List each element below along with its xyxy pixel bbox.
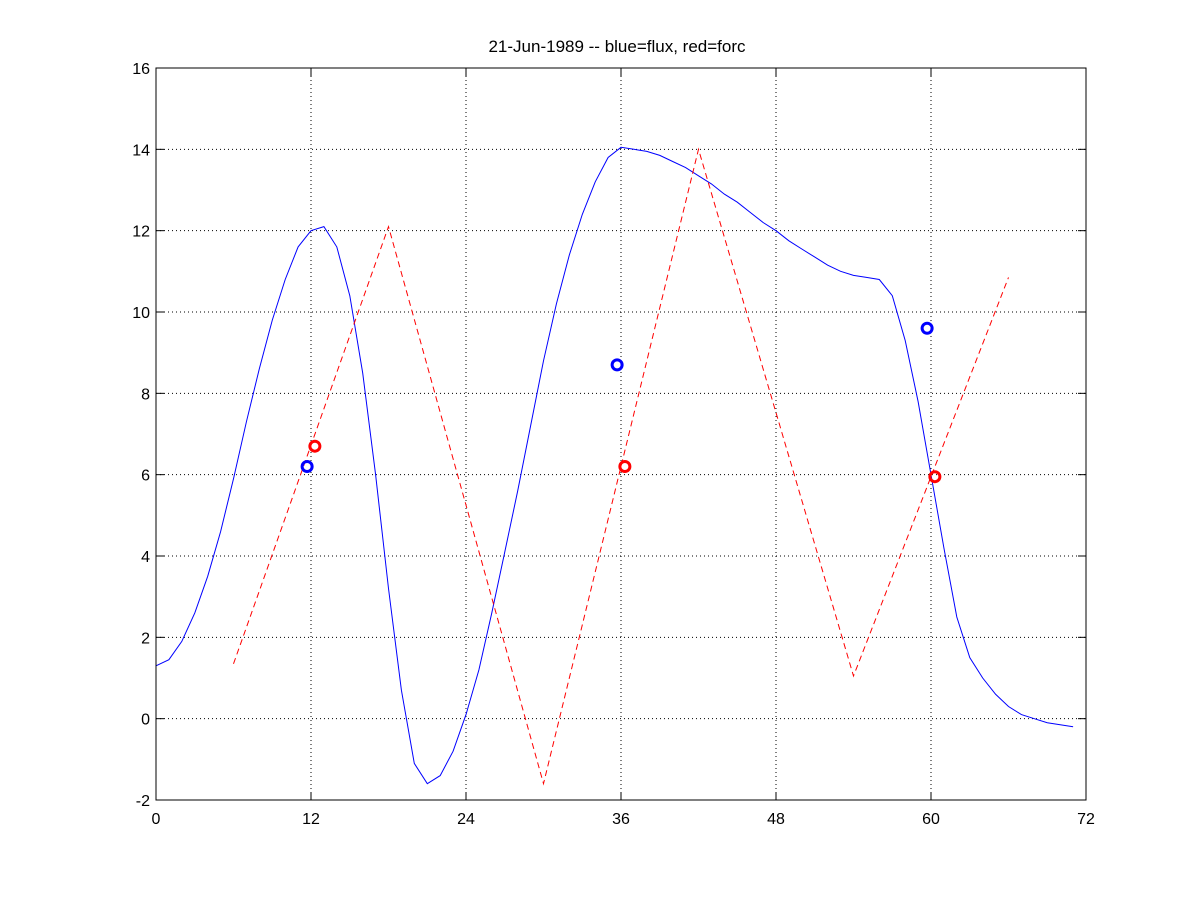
y-tick-label: 10 xyxy=(132,305,150,322)
x-tick-label: 0 xyxy=(152,811,161,828)
series-marker xyxy=(920,321,934,335)
y-tick-label: 16 xyxy=(132,61,150,78)
series-line xyxy=(233,147,1009,786)
y-tick-label: 8 xyxy=(141,386,150,403)
x-tick-label: 12 xyxy=(302,811,320,828)
y-tick-label: 2 xyxy=(141,630,150,647)
series-marker xyxy=(308,439,322,453)
plot-frame xyxy=(155,67,1087,801)
chart-title: 21-Jun-1989 -- blue=flux, red=forc xyxy=(488,37,746,56)
y-tick-label: -2 xyxy=(136,793,150,810)
series-marker xyxy=(618,460,632,474)
series-marker xyxy=(610,358,624,372)
x-tick-label: 72 xyxy=(1077,811,1095,828)
y-tick-label: 0 xyxy=(141,712,150,729)
x-tick-label: 36 xyxy=(612,811,630,828)
series-marker xyxy=(300,460,314,474)
plot-area xyxy=(155,67,1087,801)
y-tick-label: 14 xyxy=(132,142,150,159)
y-tick-label: 4 xyxy=(141,549,150,566)
series xyxy=(155,146,1074,786)
series-line xyxy=(155,146,1074,785)
x-tick-label: 24 xyxy=(457,811,475,828)
x-tick-label: 60 xyxy=(922,811,940,828)
x-tick-label: 48 xyxy=(767,811,785,828)
y-tick-label: 6 xyxy=(141,468,150,485)
series-marker xyxy=(928,470,942,484)
grid xyxy=(156,68,1086,800)
y-tick-label: 12 xyxy=(132,224,150,241)
